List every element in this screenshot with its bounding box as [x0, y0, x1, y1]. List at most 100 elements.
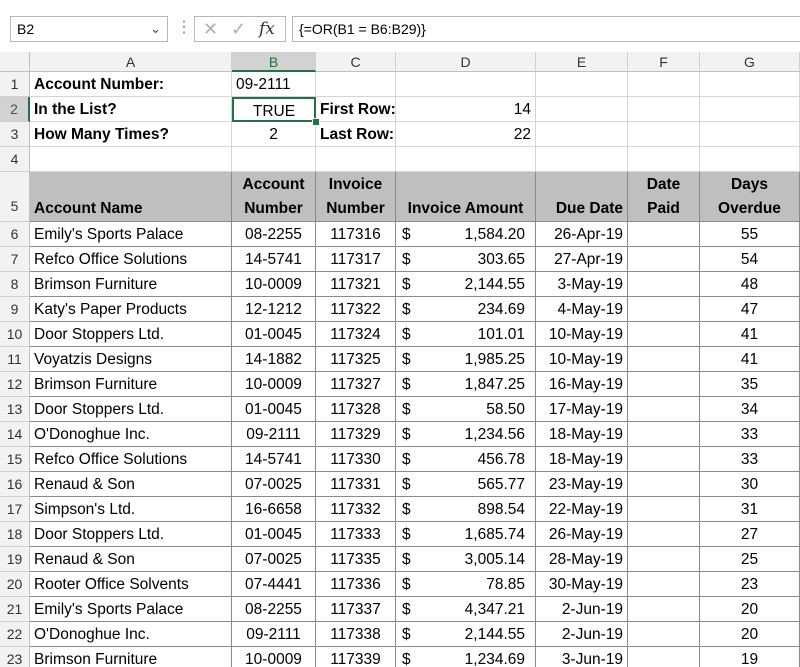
- name-box[interactable]: B2 ⌄: [10, 16, 168, 42]
- table-cell-due-date[interactable]: 26-May-19: [536, 522, 628, 547]
- cell-f2[interactable]: [628, 97, 700, 122]
- table-cell-date-paid[interactable]: [628, 647, 700, 667]
- table-cell-days-overdue[interactable]: 47: [700, 297, 800, 322]
- cell-a1-label[interactable]: Account Number:: [30, 72, 232, 97]
- table-cell-invoice-amount[interactable]: 2,144.55 $: [396, 272, 536, 297]
- table-cell-invoice-number[interactable]: 117321: [316, 272, 396, 297]
- table-cell-account-name[interactable]: Refco Office Solutions: [30, 447, 232, 472]
- table-cell-account-name[interactable]: Renaud & Son: [30, 547, 232, 572]
- row-header-18[interactable]: 18: [0, 522, 30, 547]
- table-cell-invoice-number[interactable]: 117337: [316, 597, 396, 622]
- column-header-a[interactable]: A: [30, 52, 232, 72]
- table-cell-account-number[interactable]: 01-0045: [232, 322, 316, 347]
- table-cell-account-number[interactable]: 12-1212: [232, 297, 316, 322]
- cell-row4-2[interactable]: [316, 147, 396, 172]
- table-cell-invoice-number[interactable]: 117329: [316, 422, 396, 447]
- table-cell-due-date[interactable]: 16-May-19: [536, 372, 628, 397]
- table-cell-account-name[interactable]: Simpson's Ltd.: [30, 497, 232, 522]
- table-cell-invoice-number[interactable]: 117338: [316, 622, 396, 647]
- table-cell-date-paid[interactable]: [628, 297, 700, 322]
- table-header-invoice-amount[interactable]: Invoice Amount: [396, 172, 536, 222]
- table-cell-account-number[interactable]: 08-2255: [232, 597, 316, 622]
- table-cell-account-number[interactable]: 14-1882: [232, 347, 316, 372]
- table-cell-date-paid[interactable]: [628, 572, 700, 597]
- table-cell-due-date[interactable]: 3-May-19: [536, 272, 628, 297]
- row-header-9[interactable]: 9: [0, 297, 30, 322]
- table-cell-account-number[interactable]: 10-0009: [232, 372, 316, 397]
- table-cell-account-name[interactable]: Door Stoppers Ltd.: [30, 322, 232, 347]
- table-cell-invoice-amount[interactable]: 898.54 $: [396, 497, 536, 522]
- row-header-6[interactable]: 6: [0, 222, 30, 247]
- table-cell-account-name[interactable]: Voyatzis Designs: [30, 347, 232, 372]
- table-cell-account-name[interactable]: Brimson Furniture: [30, 272, 232, 297]
- cell-b1-account-number[interactable]: 09-2111: [232, 72, 316, 97]
- cell-row4-3[interactable]: [396, 147, 536, 172]
- table-cell-invoice-number[interactable]: 117335: [316, 547, 396, 572]
- table-cell-date-paid[interactable]: [628, 272, 700, 297]
- cell-d1[interactable]: [396, 72, 536, 97]
- table-cell-due-date[interactable]: 18-May-19: [536, 447, 628, 472]
- table-header-days-overdue[interactable]: Days Overdue: [700, 172, 800, 222]
- table-cell-due-date[interactable]: 10-May-19: [536, 347, 628, 372]
- cell-row4-5[interactable]: [628, 147, 700, 172]
- table-cell-date-paid[interactable]: [628, 547, 700, 572]
- table-cell-due-date[interactable]: 23-May-19: [536, 472, 628, 497]
- table-cell-invoice-amount[interactable]: 3,005.14 $: [396, 547, 536, 572]
- cell-row4-4[interactable]: [536, 147, 628, 172]
- insert-function-icon[interactable]: fx: [259, 19, 275, 39]
- table-cell-account-name[interactable]: Renaud & Son: [30, 472, 232, 497]
- column-header-c[interactable]: C: [316, 52, 396, 72]
- table-cell-due-date[interactable]: 22-May-19: [536, 497, 628, 522]
- table-cell-account-name[interactable]: Katy's Paper Products: [30, 297, 232, 322]
- table-cell-invoice-number[interactable]: 117331: [316, 472, 396, 497]
- table-cell-account-number[interactable]: 10-0009: [232, 272, 316, 297]
- cell-e1[interactable]: [536, 72, 628, 97]
- table-cell-account-number[interactable]: 07-4441: [232, 572, 316, 597]
- table-cell-account-name[interactable]: Emily's Sports Palace: [30, 597, 232, 622]
- table-cell-account-number[interactable]: 14-5741: [232, 447, 316, 472]
- table-cell-due-date[interactable]: 18-May-19: [536, 422, 628, 447]
- table-cell-invoice-amount[interactable]: 101.01 $: [396, 322, 536, 347]
- table-cell-date-paid[interactable]: [628, 447, 700, 472]
- table-cell-invoice-amount[interactable]: 58.50 $: [396, 397, 536, 422]
- table-cell-date-paid[interactable]: [628, 597, 700, 622]
- table-cell-account-number[interactable]: 01-0045: [232, 397, 316, 422]
- row-header-12[interactable]: 12: [0, 372, 30, 397]
- cell-row4-6[interactable]: [700, 147, 800, 172]
- cell-row4-0[interactable]: [30, 147, 232, 172]
- row-header-5[interactable]: 5: [0, 172, 30, 222]
- table-cell-due-date[interactable]: 2-Jun-19: [536, 597, 628, 622]
- table-cell-account-number[interactable]: 01-0045: [232, 522, 316, 547]
- table-cell-invoice-amount[interactable]: 1,985.25 $: [396, 347, 536, 372]
- cell-c2-label[interactable]: First Row:: [316, 97, 396, 122]
- table-cell-invoice-number[interactable]: 117316: [316, 222, 396, 247]
- table-header-due-date[interactable]: Due Date: [536, 172, 628, 222]
- table-cell-invoice-number[interactable]: 117332: [316, 497, 396, 522]
- table-cell-invoice-number[interactable]: 117336: [316, 572, 396, 597]
- table-cell-due-date[interactable]: 10-May-19: [536, 322, 628, 347]
- table-cell-account-name[interactable]: Emily's Sports Palace: [30, 222, 232, 247]
- row-header-15[interactable]: 15: [0, 447, 30, 472]
- table-cell-account-number[interactable]: 08-2255: [232, 222, 316, 247]
- table-cell-invoice-amount[interactable]: 4,347.21 $: [396, 597, 536, 622]
- table-cell-invoice-amount[interactable]: 78.85 $: [396, 572, 536, 597]
- table-cell-invoice-amount[interactable]: 1,234.56 $: [396, 422, 536, 447]
- cell-a2-label[interactable]: In the List?: [30, 97, 232, 122]
- table-cell-invoice-number[interactable]: 117324: [316, 322, 396, 347]
- table-cell-days-overdue[interactable]: 20: [700, 597, 800, 622]
- table-cell-date-paid[interactable]: [628, 397, 700, 422]
- table-cell-invoice-amount[interactable]: 234.69 $: [396, 297, 536, 322]
- table-cell-date-paid[interactable]: [628, 497, 700, 522]
- table-cell-invoice-number[interactable]: 117333: [316, 522, 396, 547]
- table-cell-due-date[interactable]: 4-May-19: [536, 297, 628, 322]
- cell-g3[interactable]: [700, 122, 800, 147]
- table-cell-date-paid[interactable]: [628, 247, 700, 272]
- table-cell-date-paid[interactable]: [628, 222, 700, 247]
- table-cell-account-number[interactable]: 10-0009: [232, 647, 316, 667]
- table-cell-days-overdue[interactable]: 34: [700, 397, 800, 422]
- table-cell-date-paid[interactable]: [628, 622, 700, 647]
- row-header-4[interactable]: 4: [0, 147, 30, 172]
- table-cell-account-number[interactable]: 16-6658: [232, 497, 316, 522]
- table-cell-invoice-number[interactable]: 117330: [316, 447, 396, 472]
- table-cell-account-number[interactable]: 09-2111: [232, 622, 316, 647]
